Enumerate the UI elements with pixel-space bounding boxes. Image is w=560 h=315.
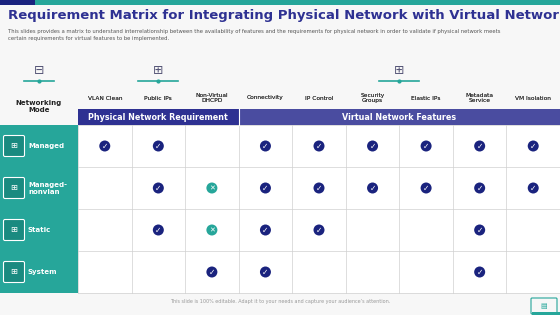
FancyBboxPatch shape [239,109,560,125]
Text: IP Control: IP Control [305,95,333,100]
Text: This slides provides a matrix to understand interrelationship between the availa: This slides provides a matrix to underst… [8,29,501,41]
FancyBboxPatch shape [0,0,35,5]
Text: ✓: ✓ [316,141,322,151]
Text: VM Isolation: VM Isolation [515,95,551,100]
Text: ✓: ✓ [155,184,161,192]
Circle shape [474,140,485,152]
Circle shape [367,182,378,193]
Circle shape [207,266,217,278]
Text: ✓: ✓ [262,184,269,192]
Circle shape [474,266,485,278]
Text: Non-Virtual
DHCPD: Non-Virtual DHCPD [195,93,228,103]
FancyBboxPatch shape [3,220,25,240]
Text: ✓: ✓ [209,267,215,277]
Text: Connectivity: Connectivity [247,95,284,100]
Text: ✓: ✓ [423,184,430,192]
Text: ⊞: ⊞ [11,226,17,234]
Text: Physical Network Requirement: Physical Network Requirement [88,112,228,122]
Text: Public IPs: Public IPs [144,95,172,100]
Circle shape [260,225,271,236]
Text: VLAN Clean: VLAN Clean [87,95,122,100]
FancyBboxPatch shape [78,87,560,109]
Text: ⊞: ⊞ [11,267,17,277]
Text: Metadata
Service: Metadata Service [466,93,494,103]
FancyBboxPatch shape [0,87,78,293]
FancyBboxPatch shape [3,135,25,157]
Text: ✓: ✓ [316,184,322,192]
Circle shape [260,140,271,152]
Text: ⊞: ⊞ [153,64,164,77]
Text: ✓: ✓ [316,226,322,234]
Text: ⊟: ⊟ [34,64,44,77]
Circle shape [474,182,485,193]
FancyBboxPatch shape [78,125,560,293]
Text: Elastic IPs: Elastic IPs [412,95,441,100]
Text: ✓: ✓ [477,141,483,151]
Text: ✓: ✓ [370,141,376,151]
Text: ✓: ✓ [477,226,483,234]
Text: ▤: ▤ [541,303,547,309]
Circle shape [421,140,432,152]
Text: VLAN Clean: VLAN Clean [87,95,122,100]
Text: ✓: ✓ [101,141,108,151]
Text: ✓: ✓ [530,184,536,192]
Text: ⊞: ⊞ [11,184,17,192]
Circle shape [528,182,539,193]
Text: ✓: ✓ [530,141,536,151]
Text: ✕: ✕ [209,185,215,191]
Circle shape [260,266,271,278]
Text: Managed-
nonvlan: Managed- nonvlan [28,181,67,194]
Text: Static: Static [28,227,52,233]
Text: Public IPs: Public IPs [144,95,172,100]
Text: ✓: ✓ [262,267,269,277]
FancyBboxPatch shape [0,87,78,125]
Circle shape [528,140,539,152]
Circle shape [314,225,324,236]
Text: Security
Groups: Security Groups [361,93,385,103]
Text: This slide is 100% editable. Adapt it to your needs and capture your audience’s : This slide is 100% editable. Adapt it to… [170,299,390,304]
Text: ✓: ✓ [262,226,269,234]
Circle shape [207,182,217,193]
Text: Elastic IPs: Elastic IPs [412,95,441,100]
Text: ✓: ✓ [423,141,430,151]
Text: Non-Virtual
DHCPD: Non-Virtual DHCPD [195,93,228,103]
Text: Security
Groups: Security Groups [361,93,385,103]
FancyBboxPatch shape [3,177,25,198]
FancyBboxPatch shape [78,109,239,125]
Text: Virtual Network Features: Virtual Network Features [342,112,456,122]
Text: Managed: Managed [28,143,64,149]
Text: VM Isolation: VM Isolation [515,95,551,100]
Circle shape [367,140,378,152]
Circle shape [314,182,324,193]
Text: ⊞: ⊞ [394,64,404,77]
Text: Requirement Matrix for Integrating Physical Network with Virtual Network: Requirement Matrix for Integrating Physi… [8,9,560,22]
Text: ✓: ✓ [155,141,161,151]
Circle shape [153,225,164,236]
Circle shape [153,140,164,152]
Circle shape [207,225,217,236]
Text: ⊞: ⊞ [11,141,17,151]
Circle shape [474,225,485,236]
Text: Metadata
Service: Metadata Service [466,93,494,103]
Text: Networking
Mode: Networking Mode [16,100,62,112]
FancyBboxPatch shape [3,261,25,283]
Circle shape [99,140,110,152]
Circle shape [260,182,271,193]
Text: ✓: ✓ [370,184,376,192]
Text: ✓: ✓ [262,141,269,151]
Text: IP Control: IP Control [305,95,333,100]
Text: Connectivity: Connectivity [247,95,284,100]
Text: ✓: ✓ [155,226,161,234]
Circle shape [314,140,324,152]
FancyBboxPatch shape [532,312,560,315]
Text: System: System [28,269,58,275]
Circle shape [421,182,432,193]
FancyBboxPatch shape [0,0,560,5]
Text: ✓: ✓ [477,267,483,277]
Text: ✕: ✕ [209,227,215,233]
Text: ✓: ✓ [477,184,483,192]
Circle shape [153,182,164,193]
